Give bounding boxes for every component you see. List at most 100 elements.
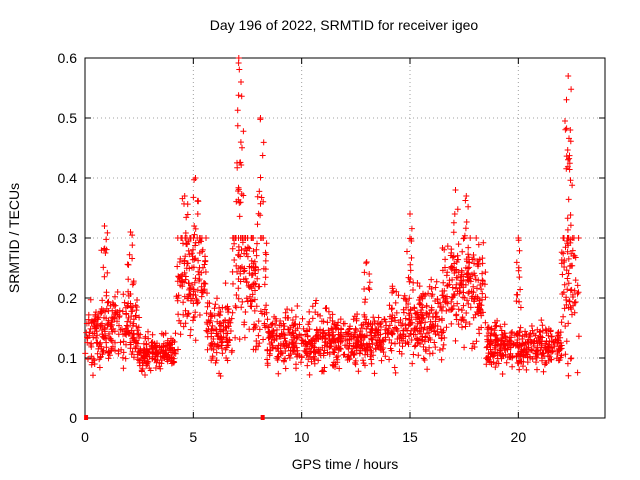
- data-point: [309, 303, 316, 310]
- data-point: [255, 343, 262, 350]
- data-point: [114, 289, 121, 295]
- data-point: [574, 369, 581, 376]
- data-point: [448, 320, 455, 327]
- data-point: [411, 343, 418, 350]
- data-point: [498, 355, 505, 362]
- data-point: [185, 311, 191, 318]
- data-point: [485, 324, 492, 331]
- data-point: [476, 330, 483, 337]
- data-point: [204, 290, 210, 297]
- data-point: [200, 289, 207, 296]
- data-point: [486, 341, 493, 348]
- data-point: [182, 253, 189, 260]
- data-point: [522, 328, 529, 335]
- data-point: [575, 333, 582, 340]
- data-point: [317, 352, 324, 359]
- data-point: [199, 248, 206, 255]
- data-point: [567, 287, 574, 294]
- data-point: [435, 300, 442, 307]
- data-point: [361, 311, 368, 318]
- data-point: [495, 360, 502, 367]
- data-point: [289, 317, 296, 323]
- data-point: [459, 248, 466, 255]
- data-point: [108, 314, 115, 321]
- data-point: [389, 330, 396, 337]
- data-point: [416, 318, 423, 325]
- data-point: [517, 304, 524, 311]
- data-point: [406, 278, 413, 285]
- data-point: [541, 361, 548, 368]
- data-point: [355, 368, 362, 375]
- data-point: [254, 193, 261, 200]
- data-point: [112, 293, 118, 300]
- data-point: [568, 86, 575, 93]
- data-point: [241, 319, 248, 326]
- data-point: [443, 324, 450, 331]
- data-point: [441, 334, 448, 341]
- data-point: [374, 320, 381, 327]
- data-point: [224, 357, 231, 364]
- data-point: [130, 278, 137, 285]
- data-point: [100, 264, 107, 271]
- data-point: [462, 225, 469, 232]
- data-point: [493, 332, 500, 339]
- data-point: [280, 340, 287, 347]
- data-point: [105, 355, 112, 362]
- data-point: [255, 332, 262, 339]
- data-point: [508, 334, 515, 341]
- data-point: [515, 235, 522, 241]
- data-point: [414, 327, 421, 334]
- data-point: [386, 322, 393, 329]
- data-point: [465, 259, 472, 266]
- data-point: [285, 326, 292, 333]
- data-point: [84, 334, 90, 341]
- data-point: [166, 342, 173, 349]
- data-point: [503, 359, 510, 366]
- data-point: [105, 298, 112, 305]
- data-point: [322, 335, 329, 342]
- data-point: [104, 229, 111, 236]
- data-point: [333, 344, 340, 351]
- data-point: [415, 352, 422, 359]
- data-point: [474, 257, 481, 264]
- data-point: [111, 328, 118, 335]
- data-point: [558, 319, 565, 326]
- data-point: [478, 302, 485, 309]
- data-point: [183, 240, 190, 247]
- data-point: [213, 342, 220, 349]
- data-point: [275, 354, 282, 360]
- data-point: [82, 350, 89, 357]
- data-point: [212, 301, 219, 308]
- data-point: [153, 344, 160, 351]
- data-point: [523, 366, 530, 373]
- data-point: [408, 254, 415, 261]
- data-point: [475, 277, 482, 284]
- data-point: [274, 326, 280, 333]
- data-point: [453, 281, 460, 288]
- data-point: [304, 362, 311, 369]
- data-point: [202, 280, 209, 287]
- data-point: [464, 297, 470, 304]
- data-point: [338, 326, 345, 333]
- data-point: [369, 321, 376, 328]
- data-point: [128, 304, 135, 311]
- data-point: [253, 252, 260, 259]
- data-point: [562, 244, 569, 251]
- data-point: [266, 333, 273, 339]
- data-point: [412, 331, 419, 338]
- data-point: [405, 274, 412, 281]
- data-point: [482, 294, 489, 301]
- data-point: [337, 316, 344, 323]
- data-point: [217, 373, 224, 379]
- data-point: [461, 344, 468, 351]
- data-point: [388, 329, 395, 336]
- data-point: [309, 342, 316, 349]
- data-point: [564, 215, 571, 222]
- data-point: [534, 347, 541, 354]
- data-point: [112, 339, 118, 346]
- data-point: [87, 296, 94, 303]
- data-point: [458, 317, 465, 324]
- data-point: [367, 329, 374, 335]
- data-point: [294, 351, 301, 357]
- data-point: [305, 321, 312, 328]
